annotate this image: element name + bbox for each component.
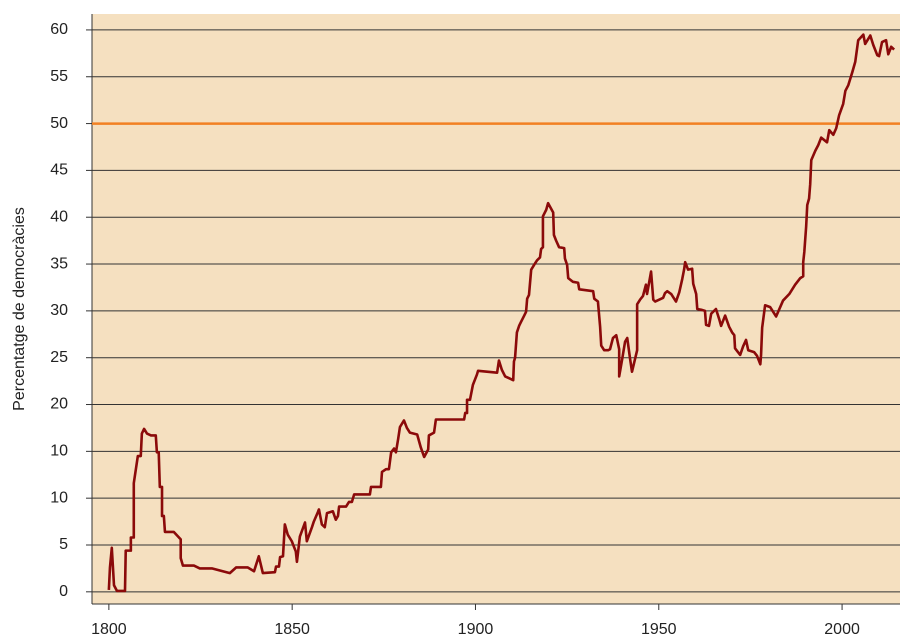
x-tick-label: 2000	[824, 621, 860, 638]
y-tick-label: 10	[50, 443, 68, 460]
y-tick-label: 55	[50, 68, 68, 85]
y-tick-label: 50	[50, 115, 68, 132]
y-tick-label: 20	[50, 396, 68, 413]
y-tick-label: 45	[50, 162, 68, 179]
x-tick-label: 1900	[458, 621, 494, 638]
data-line	[107, 33, 896, 593]
y-tick-label: 30	[50, 302, 68, 319]
x-tick-label: 1800	[91, 621, 127, 638]
y-tick-label: 10	[50, 489, 68, 506]
x-tick-label: 1950	[641, 621, 677, 638]
y-tick-label: 40	[50, 208, 68, 225]
y-tick-label: 25	[50, 349, 68, 366]
y-axis-label: Percentatge de democràcies	[11, 207, 28, 411]
x-tick-label: 1850	[274, 621, 310, 638]
y-tick-label: 0	[59, 583, 68, 600]
y-tick-label: 35	[50, 255, 68, 272]
y-tick-label: 60	[50, 21, 68, 38]
y-tick-label: 5	[59, 536, 68, 553]
